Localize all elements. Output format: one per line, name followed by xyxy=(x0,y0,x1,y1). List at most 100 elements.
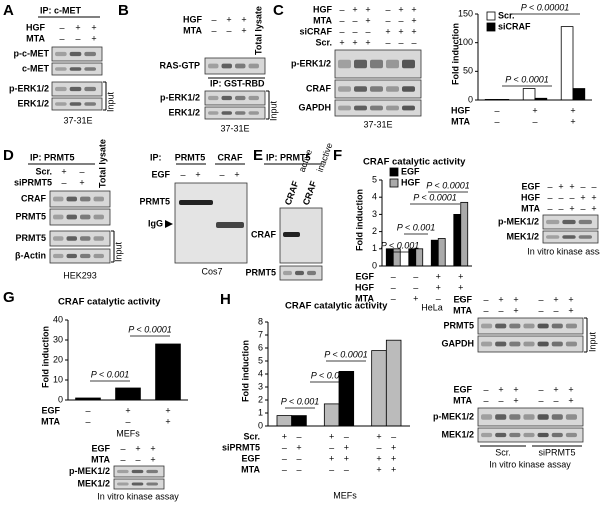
band xyxy=(131,482,144,486)
rotated-label: Input xyxy=(105,91,115,112)
row-label: EGF xyxy=(453,384,472,394)
sign: – xyxy=(282,442,287,452)
sign: – xyxy=(494,116,499,126)
rotated-label: Fold induction xyxy=(240,340,250,402)
sign: + xyxy=(513,294,518,304)
rotated-label: Input xyxy=(268,100,278,121)
sign: + xyxy=(568,305,573,315)
bar xyxy=(522,88,536,101)
sign: – xyxy=(75,33,80,43)
blot xyxy=(477,335,584,353)
sign: + xyxy=(150,454,155,464)
sign: – xyxy=(547,181,552,191)
sign: – xyxy=(385,15,390,25)
sign: + xyxy=(329,431,334,441)
row-label: MTA xyxy=(241,464,260,474)
sign: – xyxy=(329,442,334,452)
label: 37-31E xyxy=(220,123,249,133)
band xyxy=(338,86,351,92)
panel-label: F xyxy=(333,147,342,164)
band xyxy=(84,67,96,71)
band xyxy=(370,86,383,92)
y-tick-label: 5 xyxy=(372,174,377,184)
sign: – xyxy=(498,395,503,405)
y-tick-label: 50 xyxy=(463,66,473,76)
y-tick-label: 20 xyxy=(53,354,63,364)
band xyxy=(93,253,104,259)
sign: – xyxy=(339,26,344,36)
row-label: EGF xyxy=(91,443,110,453)
sign: + xyxy=(282,431,287,441)
sign: – xyxy=(391,271,396,281)
sign: + xyxy=(75,22,80,32)
row-label: MTA xyxy=(453,395,472,405)
band xyxy=(208,95,219,101)
row-label: siPRMT5 xyxy=(14,177,52,187)
band xyxy=(221,63,232,69)
sign: – xyxy=(411,37,416,47)
rotated-label: Fold induction xyxy=(40,326,50,388)
band xyxy=(55,51,67,57)
sign: + xyxy=(570,116,575,126)
legend-label: HGF xyxy=(401,177,421,187)
band xyxy=(221,111,232,115)
blot-label: p-MEK1/2 xyxy=(433,411,474,421)
legend-label: EGF xyxy=(401,166,420,176)
sign: – xyxy=(296,464,301,474)
panel-label: B xyxy=(118,2,129,19)
band xyxy=(386,86,399,92)
row-label: EGF xyxy=(355,271,374,281)
label: IP: c-MET xyxy=(40,5,82,15)
label: siPRMT5 xyxy=(538,447,575,457)
rotated-label: Input xyxy=(587,331,597,352)
band xyxy=(93,214,104,220)
sign: + xyxy=(365,37,370,47)
band xyxy=(55,102,67,106)
sign: + xyxy=(458,293,463,303)
blot-label: RAS-GTP xyxy=(160,60,201,70)
sign: – xyxy=(483,384,488,394)
bar xyxy=(371,350,387,427)
sign: + xyxy=(553,384,558,394)
band xyxy=(208,63,219,69)
band xyxy=(69,67,82,71)
sign: – xyxy=(125,416,130,426)
blot-label: p-ERK1/2 xyxy=(160,92,200,102)
sign: – xyxy=(211,25,216,35)
bar xyxy=(430,239,439,267)
sign: + xyxy=(458,271,463,281)
band xyxy=(53,214,64,220)
sign: – xyxy=(391,293,396,303)
blot xyxy=(477,317,584,335)
band xyxy=(481,323,493,329)
legend-label: Scr. xyxy=(498,10,515,20)
sign: + xyxy=(580,192,585,202)
sign: – xyxy=(483,395,488,405)
row-label: Scr. xyxy=(243,431,260,441)
band xyxy=(131,469,144,474)
band xyxy=(562,219,576,225)
sign: + xyxy=(150,443,155,453)
label: In vitro kinase assay xyxy=(97,491,179,501)
band xyxy=(551,341,563,347)
sign: + xyxy=(344,442,349,452)
y-tick-label: 2 xyxy=(258,394,263,404)
band xyxy=(509,414,521,420)
blot-label: MEK1/2 xyxy=(506,231,539,241)
sign: – xyxy=(398,15,403,25)
sign: – xyxy=(532,116,537,126)
row-label: MTA xyxy=(26,33,45,43)
sign: – xyxy=(365,26,370,36)
band xyxy=(578,219,592,225)
sign: + xyxy=(329,453,334,463)
rotated-label: Fold induction xyxy=(450,23,460,85)
sign: – xyxy=(538,294,543,304)
y-tick-label: 150 xyxy=(458,8,473,18)
sign: – xyxy=(329,464,334,474)
sign: – xyxy=(538,305,543,315)
blot-label: p-MEK1/2 xyxy=(69,466,110,476)
sign: + xyxy=(296,442,301,452)
sign: – xyxy=(85,416,90,426)
sign: – xyxy=(580,203,585,213)
panel-label: E xyxy=(253,147,263,164)
